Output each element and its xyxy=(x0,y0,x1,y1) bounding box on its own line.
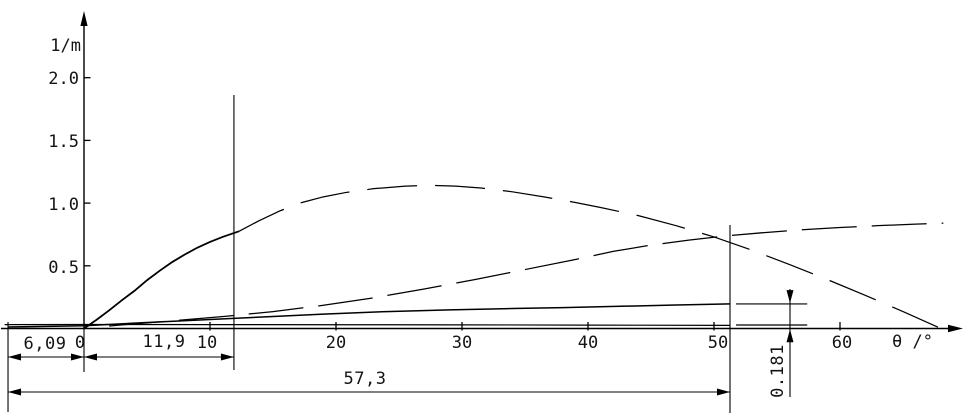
y-tick-labels: 2.0 1.5 1.0 0.5 xyxy=(48,69,79,278)
dim-57-3-arrow-left-icon xyxy=(8,388,22,396)
y-tick-label-1-5: 1.5 xyxy=(48,132,79,152)
dim-57-3-arrow-right-icon xyxy=(717,388,730,396)
x-tick-label-50: 50 xyxy=(708,333,728,353)
dim-6-09-arrow-right-icon xyxy=(71,353,84,361)
curve-primary-curve-solid-rise xyxy=(83,230,240,330)
y-tick-label-0-5: 0.5 xyxy=(48,258,79,278)
x-tick-label-10: 10 xyxy=(197,333,217,353)
dim-11-9-arrow-right-icon xyxy=(220,353,234,361)
y-tick-label-1-0: 1.0 xyxy=(48,195,79,215)
dim-11-9-arrow-left-icon xyxy=(84,353,97,361)
x-tick-label-20: 20 xyxy=(326,333,346,353)
y-axis-title: 1/m xyxy=(50,36,81,56)
x-tick-label-30: 30 xyxy=(452,333,472,353)
curve-low-curve-solid xyxy=(7,303,731,328)
axis-ticks-layer xyxy=(84,77,841,331)
x-axis-arrow-icon xyxy=(948,324,963,333)
dimension-lines-layer xyxy=(8,289,794,397)
dim-label-11-9: 11,9 xyxy=(143,332,186,352)
curve-secondary-curve-dashed-rising xyxy=(109,222,944,327)
dim-0-181-arrow-bottom-icon xyxy=(786,329,794,343)
y-tick-label-2-0: 2.0 xyxy=(48,69,79,89)
x-tick-label-40: 40 xyxy=(578,333,598,353)
dim-label-0-181: 0.181 xyxy=(768,344,788,398)
x-axis-title: θ /° xyxy=(892,332,933,352)
dimension-labels: 6,09 11,9 57,3 0.181 xyxy=(24,332,788,398)
x-tick-labels: 0 10 20 30 40 50 60 xyxy=(75,333,852,353)
y-axis-arrow-icon xyxy=(80,11,88,26)
dim-label-57-3: 57,3 xyxy=(344,369,387,389)
dim-6-09-arrow-left-icon xyxy=(8,353,22,361)
reference-lines-layer xyxy=(7,95,808,413)
dim-label-6-09: 6,09 xyxy=(24,334,67,354)
axes xyxy=(1,11,963,333)
curve-primary-curve-dashed-arch xyxy=(238,184,940,329)
dim-0-181-arrow-top-icon xyxy=(786,290,794,304)
x-tick-label-60: 60 xyxy=(832,333,852,353)
curves-layer xyxy=(4,184,944,330)
x-tick-label-0: 0 xyxy=(75,333,85,353)
